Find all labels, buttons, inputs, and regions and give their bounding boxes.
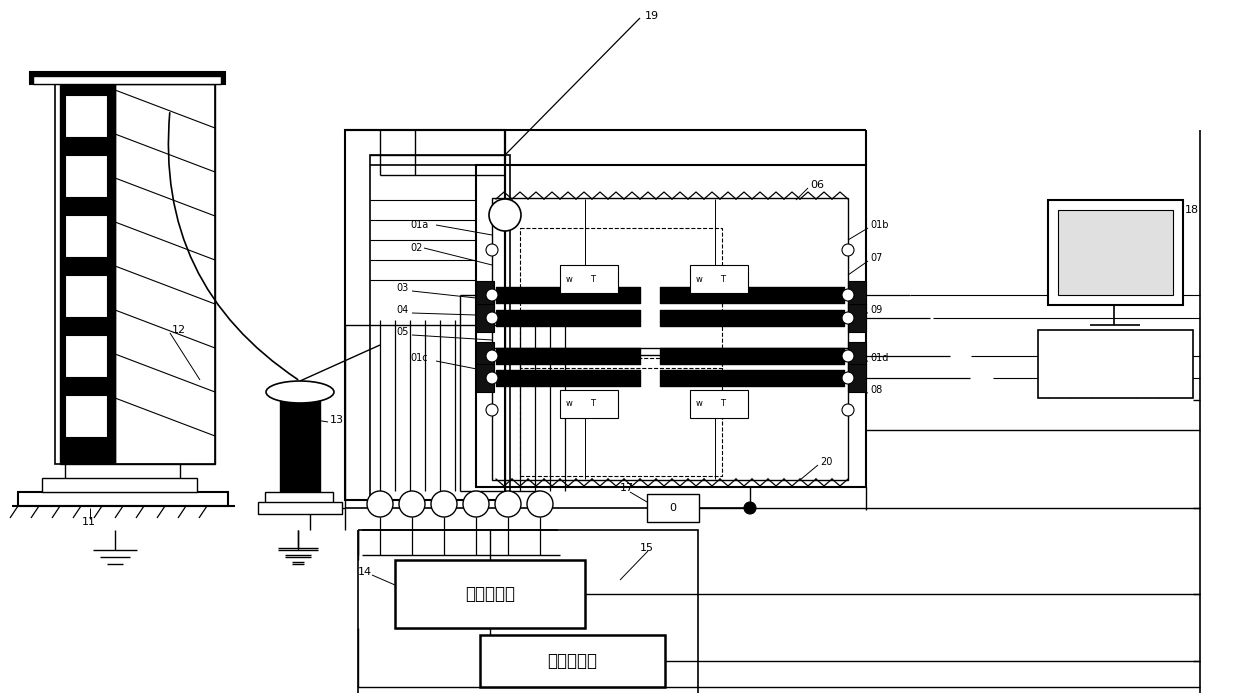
Bar (560, 390, 618, 418)
Circle shape (495, 491, 521, 517)
Bar (492, 355, 848, 480)
Bar (476, 342, 494, 370)
Circle shape (842, 404, 854, 416)
Text: 03: 03 (396, 283, 408, 293)
Bar (30, 72, 224, 84)
Bar (848, 304, 866, 332)
Text: 数字控制器: 数字控制器 (547, 652, 596, 670)
Bar (33, 76, 221, 84)
Text: 11: 11 (82, 517, 95, 527)
Circle shape (744, 502, 756, 514)
Text: w: w (565, 274, 573, 283)
Bar (1058, 210, 1173, 295)
Bar (258, 502, 342, 514)
Bar (358, 530, 698, 693)
Bar (1048, 200, 1183, 305)
Ellipse shape (267, 381, 334, 403)
Circle shape (489, 199, 521, 231)
Circle shape (842, 244, 854, 256)
Circle shape (367, 491, 393, 517)
Text: 19: 19 (645, 11, 660, 21)
Bar (848, 342, 866, 370)
Bar (476, 281, 494, 309)
Text: T: T (590, 399, 595, 408)
Text: 20: 20 (820, 457, 832, 467)
Text: 13: 13 (330, 415, 343, 425)
Bar (64, 335, 107, 377)
Text: 17: 17 (620, 483, 634, 493)
Bar (345, 130, 505, 500)
Text: T: T (720, 399, 725, 408)
Text: 05: 05 (396, 327, 408, 337)
Text: 07: 07 (870, 253, 883, 263)
Text: 06: 06 (810, 180, 825, 190)
Bar (520, 228, 722, 368)
Bar (370, 155, 510, 500)
Text: 01d: 01d (870, 353, 888, 363)
Bar (520, 358, 722, 476)
Bar (560, 265, 618, 293)
Text: 02: 02 (410, 243, 423, 253)
Circle shape (842, 350, 854, 362)
Bar (64, 464, 180, 486)
Circle shape (486, 289, 498, 301)
Text: 12: 12 (172, 325, 186, 335)
Text: 温度分析仪: 温度分析仪 (465, 585, 515, 603)
Circle shape (432, 491, 458, 517)
Text: 01c: 01c (410, 353, 428, 363)
Text: 18: 18 (1185, 205, 1199, 215)
Circle shape (486, 372, 498, 384)
Text: 01b: 01b (870, 220, 889, 230)
Bar (64, 275, 107, 317)
Bar (647, 494, 699, 522)
Bar (480, 635, 665, 687)
Text: 14: 14 (358, 567, 372, 577)
Bar (42, 478, 197, 492)
Bar (55, 84, 215, 464)
Text: T: T (720, 274, 725, 283)
Circle shape (842, 372, 854, 384)
Bar (848, 281, 866, 309)
Bar (689, 390, 748, 418)
Circle shape (399, 491, 425, 517)
Bar (476, 304, 494, 332)
Bar (265, 492, 334, 506)
Text: T: T (590, 274, 595, 283)
Text: 08: 08 (870, 385, 882, 395)
Bar (848, 364, 866, 392)
Circle shape (486, 244, 498, 256)
Text: 0: 0 (670, 503, 677, 513)
Bar (492, 198, 848, 348)
Circle shape (842, 289, 854, 301)
Circle shape (486, 350, 498, 362)
Text: 01a: 01a (410, 220, 428, 230)
Circle shape (486, 404, 498, 416)
Bar (476, 165, 866, 487)
Bar (64, 155, 107, 197)
Text: w: w (565, 399, 573, 408)
Bar (19, 492, 228, 506)
Bar (476, 364, 494, 392)
Bar (280, 400, 320, 500)
Text: 09: 09 (870, 305, 882, 315)
Text: w: w (696, 399, 703, 408)
Bar (64, 395, 107, 437)
Bar (64, 95, 107, 137)
Circle shape (486, 312, 498, 324)
Circle shape (527, 491, 553, 517)
Bar (115, 84, 215, 464)
Circle shape (842, 312, 854, 324)
Bar (396, 560, 585, 628)
Text: 15: 15 (640, 543, 653, 553)
Bar (1038, 330, 1193, 398)
Bar (64, 215, 107, 257)
Bar (60, 84, 115, 464)
Circle shape (463, 491, 489, 517)
Text: w: w (696, 274, 703, 283)
Bar (689, 265, 748, 293)
Text: 04: 04 (396, 305, 408, 315)
